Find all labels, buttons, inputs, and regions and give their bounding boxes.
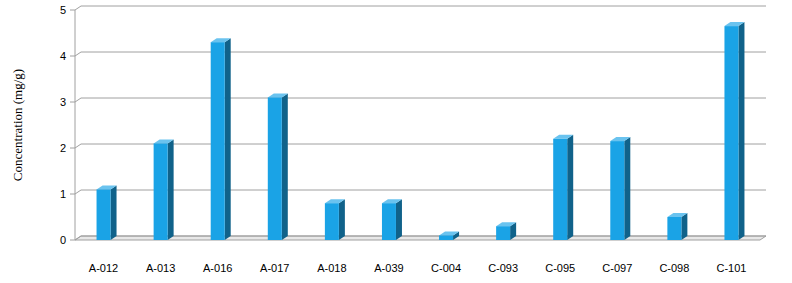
bar	[325, 203, 339, 240]
x-tick-label: A-012	[89, 262, 118, 274]
bars	[97, 22, 745, 240]
x-tick-label: C-093	[488, 262, 518, 274]
y-tick	[70, 148, 75, 149]
y-tick-label: 1	[60, 188, 66, 200]
chart: 0 1 2 3 4 5 Concentration (mg/g) A-012 A-013 A-01…	[0, 0, 792, 283]
bar	[97, 189, 111, 240]
bar-side	[282, 93, 288, 240]
chart-root: 0 1 2 3 4 5 Concentration (mg/g) A-012 A-013 A-01…	[0, 0, 792, 283]
bar	[439, 235, 453, 240]
x-tick-label: C-004	[431, 262, 461, 274]
x-tick-label: A-039	[374, 262, 403, 274]
bar-side	[339, 199, 345, 240]
bar-top	[154, 139, 174, 143]
bar	[382, 203, 396, 240]
y-tick-label: 5	[60, 4, 66, 16]
grid-line	[75, 236, 766, 240]
bar-side	[567, 135, 573, 240]
bar-top	[496, 222, 516, 226]
y-tick	[70, 240, 75, 241]
bar	[496, 226, 510, 240]
x-tick-label: C-097	[602, 262, 632, 274]
bar	[154, 143, 168, 240]
bar-side	[168, 139, 174, 240]
y-tick	[70, 102, 75, 103]
bar	[667, 217, 681, 240]
bar	[724, 26, 738, 240]
bar-top	[382, 199, 402, 203]
bar	[553, 139, 567, 240]
y-tick-label: 2	[60, 142, 66, 154]
x-tick-label: A-013	[146, 262, 175, 274]
bar-side	[225, 38, 231, 240]
x-tick-label: C-098	[659, 262, 689, 274]
bar-side	[738, 22, 744, 240]
y-tick-label: 0	[60, 234, 66, 246]
x-tick-label: A-016	[203, 262, 232, 274]
bar-top	[667, 213, 687, 217]
grid-line	[75, 6, 766, 10]
y-tick	[70, 10, 75, 11]
bar-top	[211, 38, 231, 42]
bar-top	[553, 135, 573, 139]
bar-side	[396, 199, 402, 240]
y-tick-label: 4	[60, 50, 66, 62]
bar-top	[325, 199, 345, 203]
grid-line	[75, 52, 766, 56]
bar	[211, 42, 225, 240]
x-tick-label: A-017	[260, 262, 289, 274]
x-tick-label: A-018	[317, 262, 346, 274]
grid-line	[75, 98, 766, 102]
y-axis	[75, 10, 76, 240]
floor	[75, 236, 766, 240]
bar-top	[610, 137, 630, 141]
grid-line	[75, 190, 766, 194]
y-tick	[70, 194, 75, 195]
bar-top	[724, 22, 744, 26]
bar-top	[268, 93, 288, 97]
y-tick	[70, 56, 75, 57]
bar-top	[97, 185, 117, 189]
bar-top	[439, 231, 459, 235]
bar-side	[111, 185, 117, 240]
bar	[268, 97, 282, 240]
x-tick-label: C-095	[545, 262, 575, 274]
bar-side	[681, 213, 687, 240]
bar-side	[624, 137, 630, 240]
y-tick-label: 3	[60, 96, 66, 108]
y-axis-label: Concentration (mg/g)	[10, 69, 25, 181]
grid-line	[75, 144, 766, 148]
bar	[610, 141, 624, 240]
x-tick-label: C-101	[716, 262, 746, 274]
